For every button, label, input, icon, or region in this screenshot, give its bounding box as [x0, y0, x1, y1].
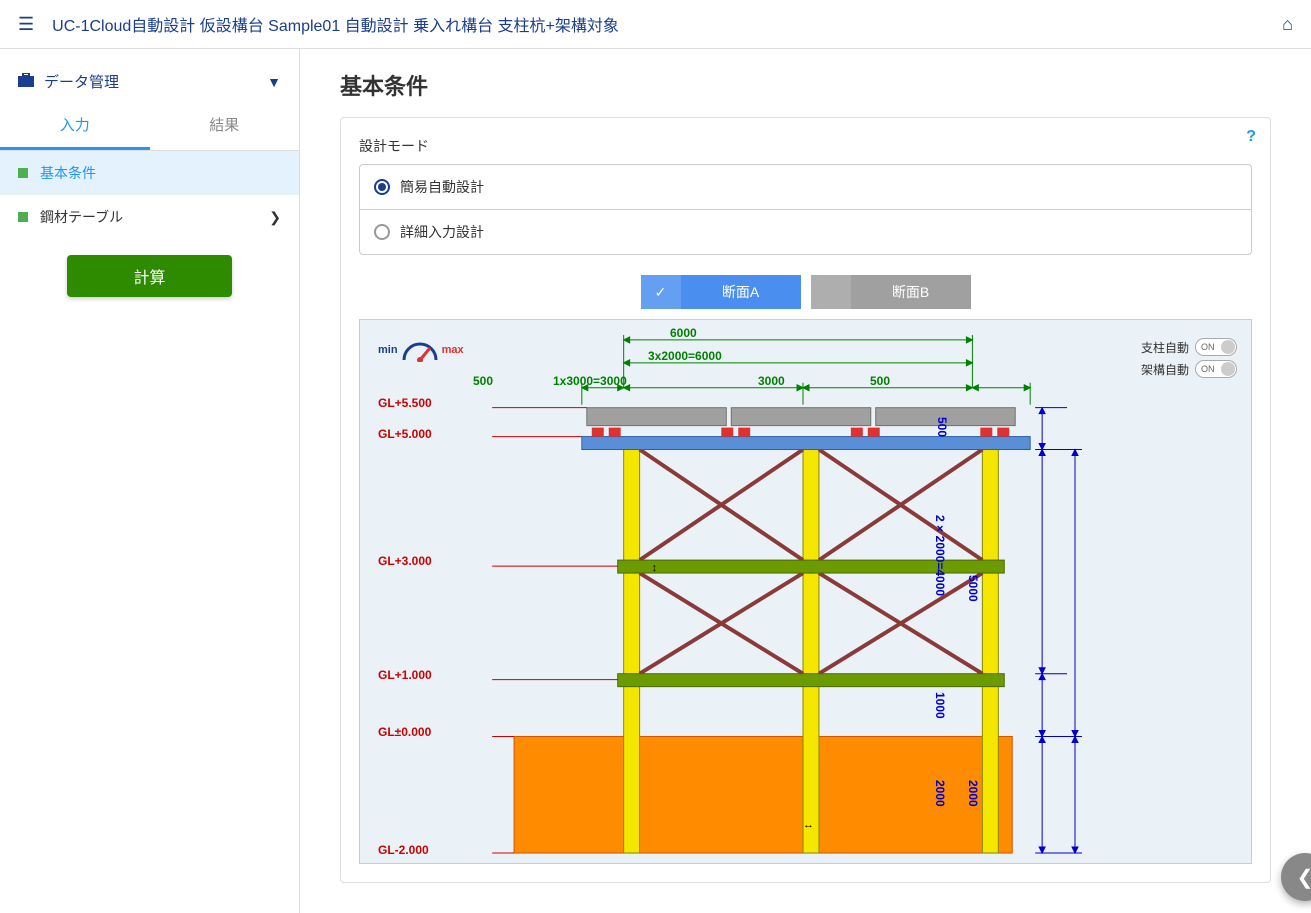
chevron-right-icon: ❯	[269, 209, 281, 226]
main-content: 基本条件 ? 設計モード 簡易自動設計 詳細入力設計 ✓ 断面A	[300, 49, 1311, 913]
section-tab-label: 断面A	[681, 282, 801, 302]
tab-result[interactable]: 結果	[150, 102, 300, 150]
svg-text:↔: ↔	[803, 819, 814, 831]
nav-steel-table[interactable]: 鋼材テーブル ❯	[0, 195, 299, 239]
mode-radio-group: 簡易自動設計 詳細入力設計	[359, 164, 1252, 255]
section-tab-b[interactable]: 断面B	[811, 275, 971, 309]
check-icon: ✓	[641, 275, 681, 309]
chevron-down-icon: ▼	[267, 74, 281, 90]
diagram-svg: ↕ ↔	[360, 320, 1251, 863]
dim-total-h: 5000	[966, 575, 980, 602]
svg-text:↕: ↕	[652, 562, 657, 574]
nav-basic-conditions[interactable]: 基本条件	[0, 151, 299, 195]
dim-mid1: 1x3000=3000	[553, 374, 627, 388]
dim-frame: 2×2000=4000	[933, 515, 947, 596]
nav-label: 鋼材テーブル	[40, 207, 269, 227]
briefcase-icon	[18, 73, 34, 90]
gl-mid: GL+3.000	[378, 554, 432, 568]
dim-mid2: 3000	[758, 374, 785, 388]
nav-label: 基本条件	[40, 163, 281, 183]
sidebar-section-label: データ管理	[44, 71, 267, 92]
settings-card: ? 設計モード 簡易自動設計 詳細入力設計 ✓ 断面A	[340, 117, 1271, 883]
dim-total-width: 6000	[670, 326, 697, 340]
section-tab-a[interactable]: ✓ 断面A	[641, 275, 801, 309]
section-tab-label: 断面B	[851, 282, 971, 302]
sidebar-section-data[interactable]: データ管理 ▼	[0, 61, 299, 102]
gl-zero: GL±0.000	[378, 725, 431, 739]
dim-embed: 2000	[933, 780, 947, 807]
calculate-button[interactable]: 計算	[67, 255, 232, 297]
gl-top: GL+5.500	[378, 396, 432, 410]
dim-embed2: 2000	[966, 780, 980, 807]
dim-right-ext: 500	[870, 374, 890, 388]
radio-simple-design[interactable]: 簡易自動設計	[360, 165, 1251, 210]
gl-bottom: GL-2.000	[378, 843, 429, 857]
gl-beam: GL+5.000	[378, 427, 432, 441]
radio-detail-design[interactable]: 詳細入力設計	[360, 210, 1251, 254]
dim-left-ext: 500	[473, 374, 493, 388]
radio-label: 簡易自動設計	[400, 177, 484, 197]
page-title: 基本条件	[340, 69, 1271, 101]
radio-icon	[374, 179, 390, 195]
tab-input[interactable]: 入力	[0, 102, 150, 150]
home-icon[interactable]: ⌂	[1282, 14, 1293, 35]
mode-label: 設計モード	[359, 136, 1252, 156]
dim-below: 1000	[933, 692, 947, 719]
dim-sub-width: 3x2000=6000	[648, 349, 722, 363]
menu-icon[interactable]: ☰	[18, 14, 34, 35]
sidebar: データ管理 ▼ 入力 結果 基本条件 鋼材テーブル ❯ 計算	[0, 49, 300, 913]
check-icon	[811, 275, 851, 309]
help-icon[interactable]: ?	[1246, 128, 1256, 146]
bullet-icon	[18, 212, 28, 222]
radio-label: 詳細入力設計	[400, 222, 484, 242]
gl-low: GL+1.000	[378, 668, 432, 682]
structure-diagram: min max 支柱自動 ON 架構自動 ON	[359, 319, 1252, 864]
dim-top-gap: 500	[935, 417, 949, 437]
bullet-icon	[18, 168, 28, 178]
app-title: UC-1Cloud自動設計 仮設構台 Sample01 自動設計 乗入れ構台 支…	[52, 12, 1282, 36]
radio-icon	[374, 224, 390, 240]
